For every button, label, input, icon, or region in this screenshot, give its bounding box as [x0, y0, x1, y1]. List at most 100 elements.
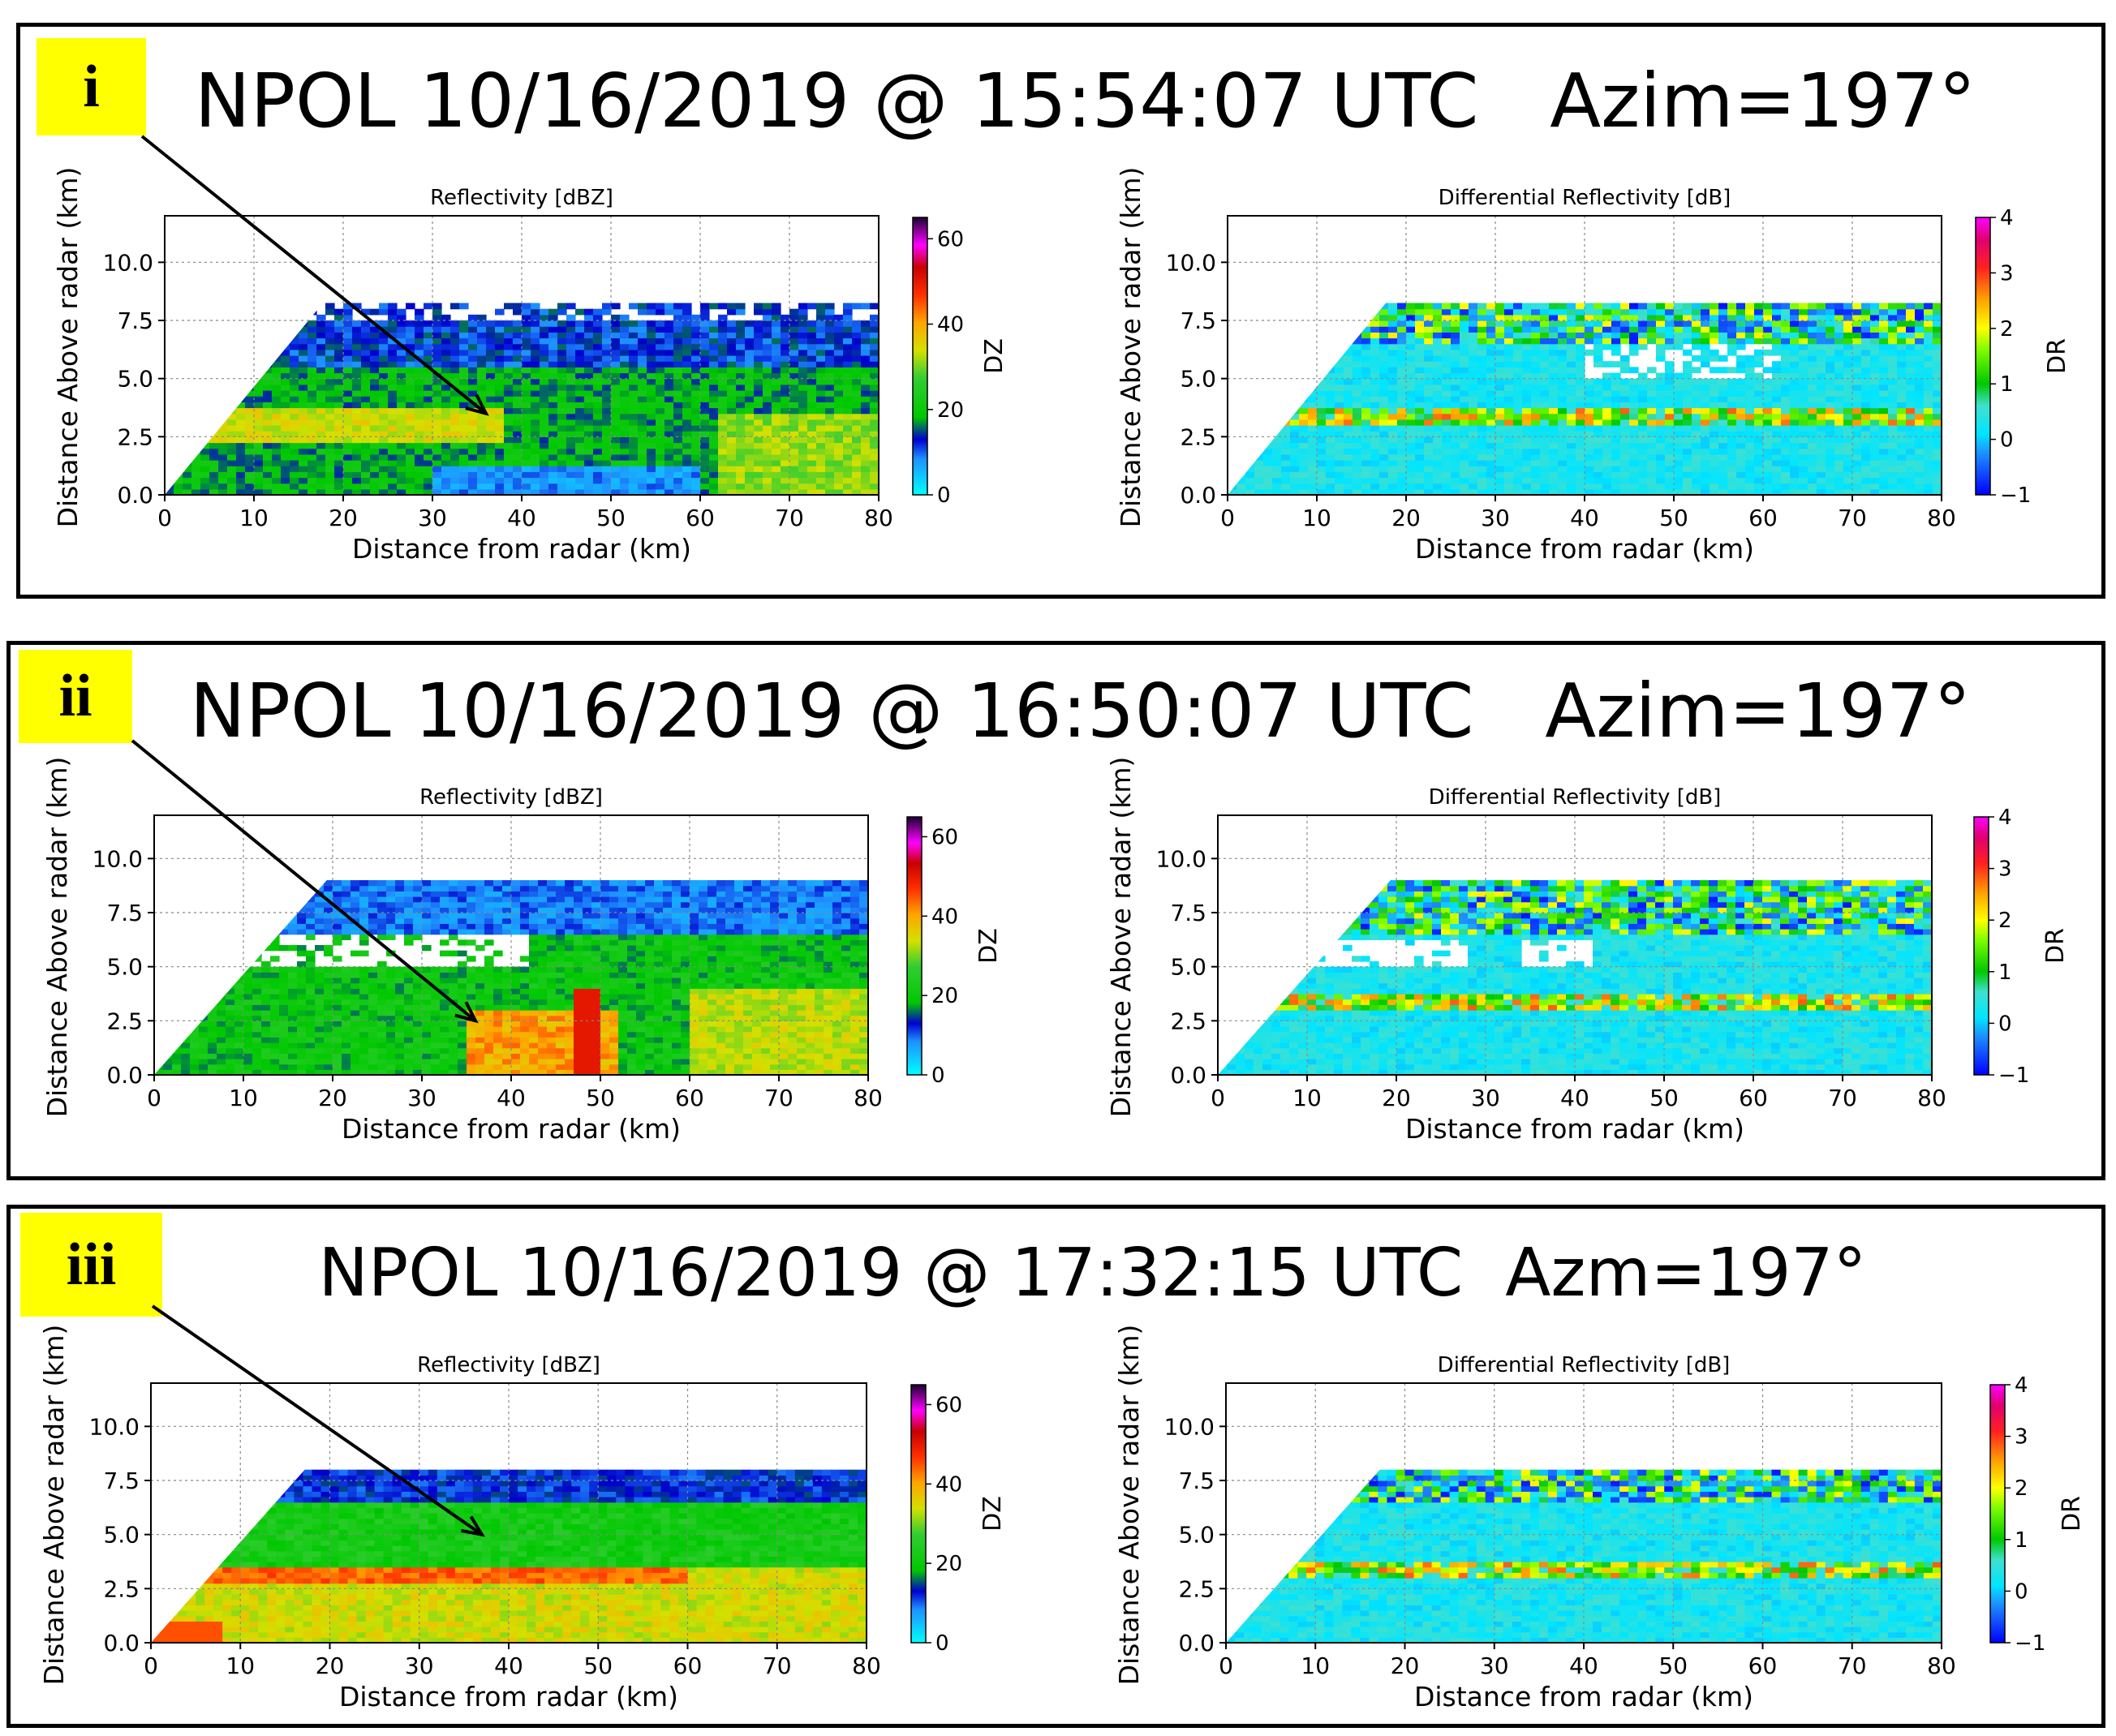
x-tick-label: 10	[226, 1652, 255, 1679]
x-tick-label: 30	[1481, 505, 1510, 531]
colorbar-tick-label: 60	[935, 1393, 962, 1417]
x-tick-label: 80	[852, 1652, 881, 1679]
x-tick-label: 70	[1828, 1085, 1857, 1111]
colorbar-tick-label: 4	[2015, 1373, 2028, 1398]
x-tick-label: 50	[586, 1085, 615, 1111]
y-tick-label: 10.0	[1164, 1413, 1215, 1440]
x-tick-label: 60	[686, 505, 715, 531]
x-tick-label: 20	[1382, 1085, 1411, 1111]
y-tick-label: 0.0	[1170, 1062, 1206, 1089]
x-tick-label: 20	[318, 1085, 347, 1111]
colorbar	[1973, 816, 1989, 1076]
colorbar-tick-label: 2	[2015, 1476, 2028, 1501]
colorbar-tick-label: 40	[937, 313, 964, 337]
colorbar-tick-label: 0	[931, 1064, 945, 1088]
colorbar-tick-label: −1	[2000, 483, 2031, 508]
y-tick-label: 2.5	[1178, 1575, 1215, 1602]
colorbar-tick-label: 0	[2015, 1579, 2028, 1604]
colorbar-label: DZ	[980, 338, 1009, 374]
x-tick-label: 70	[1838, 505, 1867, 531]
y-tick-label: 10.0	[1156, 845, 1206, 872]
x-axis-label: Distance from radar (km)	[342, 1113, 681, 1145]
colorbar-tick-label: 60	[937, 227, 964, 251]
x-tick-label: 30	[407, 1085, 437, 1111]
x-tick-label: 10	[1292, 1085, 1322, 1111]
colorbar-tick-label: 40	[931, 905, 958, 929]
x-tick-label: 0	[1219, 1652, 1233, 1679]
panel-ii: ii NPOL 10/16/2019 @ 16:50:07 UTC Azim=1…	[6, 641, 2105, 1180]
x-tick-label: 80	[1927, 505, 1956, 531]
x-tick-label: 70	[763, 1652, 792, 1679]
panel-label-ii: ii	[19, 650, 132, 743]
colorbar-label: DR	[2041, 928, 2070, 964]
chart-zdr-i: Differential Reflectivity [dB]0 10 20 30 40 5…	[1115, 167, 2071, 565]
colorbar	[1975, 217, 1991, 496]
colorbar-tick-label: 0	[937, 483, 951, 508]
y-tick-label: 0.0	[117, 482, 153, 509]
x-tick-label: 60	[1748, 505, 1778, 531]
x-tick-label: 20	[329, 505, 358, 531]
panel-label-i: i	[37, 38, 146, 135]
y-tick-label: 7.5	[1180, 307, 1216, 334]
y-tick-label: 7.5	[1170, 900, 1206, 926]
colorbar-label: DZ	[978, 1496, 1007, 1532]
y-tick-label: 0.0	[103, 1630, 140, 1657]
x-tick-label: 40	[1570, 505, 1599, 531]
colorbar-tick-label: 4	[1998, 806, 2012, 830]
colorbar-tick-label: 20	[935, 1552, 962, 1576]
y-axis-label: Distance Above radar (km)	[1113, 1325, 1145, 1686]
heatmap-field	[1226, 1469, 1942, 1643]
x-tick-label: 50	[1659, 505, 1688, 531]
x-tick-label: 20	[1391, 1652, 1420, 1679]
x-tick-label: 0	[1211, 1085, 1225, 1111]
x-tick-label: 50	[1658, 1652, 1688, 1679]
panel-title-i: NPOL 10/16/2019 @ 15:54:07 UTC Azim=197°	[194, 58, 1976, 144]
colorbar-tick-label: 2	[2000, 317, 2014, 342]
x-tick-label: 70	[764, 1085, 794, 1111]
x-tick-label: 40	[507, 505, 536, 531]
y-tick-label: 2.5	[117, 423, 153, 450]
x-tick-label: 50	[596, 505, 626, 531]
x-tick-label: 40	[1569, 1652, 1598, 1679]
y-tick-label: 7.5	[103, 1467, 140, 1494]
x-tick-label: 70	[1838, 1652, 1867, 1679]
colorbar-tick-label: 0	[1998, 1012, 2012, 1036]
x-axis-label: Distance from radar (km)	[352, 533, 691, 565]
x-tick-label: 0	[144, 1652, 158, 1679]
colorbar	[912, 217, 928, 496]
subplot-title: Differential Reflectivity [dB]	[1438, 1353, 1731, 1377]
x-tick-label: 80	[854, 1085, 883, 1111]
colorbar-label: DR	[2058, 1496, 2086, 1532]
x-tick-label: 0	[147, 1085, 161, 1111]
y-axis-label: Distance Above radar (km)	[52, 167, 84, 528]
colorbar-tick-label: −1	[1998, 1064, 2029, 1088]
colorbar-label: DR	[2043, 338, 2071, 374]
colorbar-tick-label: 20	[931, 984, 958, 1008]
x-axis-label: Distance from radar (km)	[1405, 1113, 1744, 1145]
y-tick-label: 5.0	[1180, 366, 1216, 393]
colorbar-tick-label: 0	[2000, 428, 2014, 453]
colorbar	[1989, 1384, 2006, 1644]
panel-label-iii: iii	[20, 1213, 162, 1317]
colorbar-tick-label: 2	[1998, 909, 2012, 933]
x-tick-label: 30	[1471, 1085, 1500, 1111]
x-tick-label: 0	[1220, 505, 1235, 531]
colorbar-tick-label: 3	[1998, 857, 2012, 882]
x-tick-label: 80	[864, 505, 893, 531]
panel-i: i NPOL 10/16/2019 @ 15:54:07 UTC Azim=19…	[16, 23, 2105, 599]
y-axis-label: Distance Above radar (km)	[38, 1325, 70, 1686]
colorbar-tick-label: 0	[935, 1631, 949, 1656]
x-tick-label: 60	[673, 1652, 703, 1679]
x-tick-label: 40	[497, 1085, 526, 1111]
x-tick-label: 70	[775, 505, 804, 531]
heatmap-field	[1218, 880, 1932, 1075]
y-tick-label: 0.0	[1178, 1630, 1215, 1657]
y-tick-label: 10.0	[89, 1413, 140, 1440]
x-tick-label: 30	[405, 1652, 434, 1679]
x-tick-label: 10	[1301, 1652, 1330, 1679]
chart-reflectivity-iii: Reflectivity [dBZ]0 10 20 30 40 50 60 70 800.02.…	[38, 1325, 1007, 1712]
y-tick-label: 2.5	[103, 1575, 140, 1602]
colorbar-tick-label: 3	[2000, 261, 2014, 286]
colorbar-tick-label: 1	[1998, 960, 2012, 985]
x-tick-label: 80	[1927, 1652, 1956, 1679]
